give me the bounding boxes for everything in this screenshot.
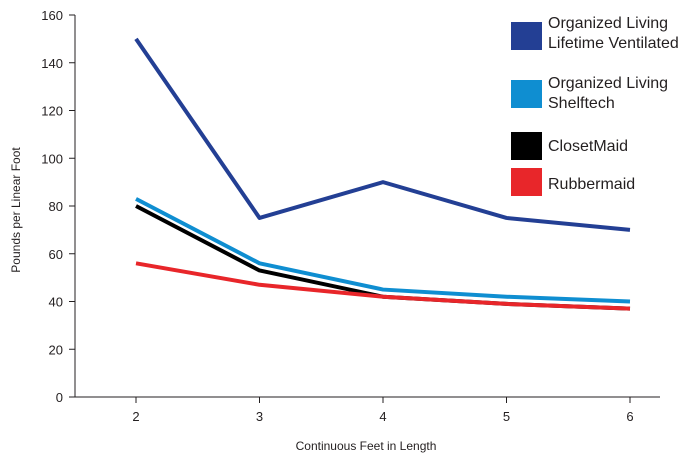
legend-label-rubbermaid: Rubbermaid bbox=[548, 176, 635, 193]
legend-swatch-organized-living-lifetime-ventilated bbox=[511, 22, 542, 50]
chart-axes bbox=[74, 15, 660, 398]
legend-label-organized-living-lifetime-ventilated: Organized Living bbox=[548, 15, 668, 32]
legend-swatch-closetmaid bbox=[511, 132, 542, 160]
x-tick-label: 6 bbox=[626, 409, 633, 424]
y-tick-label: 120 bbox=[41, 104, 63, 119]
y-tick-label: 80 bbox=[49, 199, 63, 214]
legend-label-organized-living-lifetime-ventilated: Lifetime Ventilated bbox=[548, 35, 679, 52]
legend-label-organized-living-shelftech: Organized Living bbox=[548, 75, 668, 92]
legend-swatch-rubbermaid bbox=[511, 168, 542, 196]
legend-label-organized-living-shelftech: Shelftech bbox=[548, 95, 615, 112]
legend-swatch-organized-living-shelftech bbox=[511, 80, 542, 108]
y-tick-label: 160 bbox=[41, 8, 63, 23]
series-line-organized-living-shelftech bbox=[135, 197, 631, 304]
y-tick-label: 40 bbox=[49, 295, 63, 310]
x-tick-label: 3 bbox=[256, 409, 263, 424]
y-tick-label: 100 bbox=[41, 151, 63, 166]
y-tick-label: 140 bbox=[41, 56, 63, 71]
series-line-rubbermaid bbox=[135, 261, 631, 311]
x-tick-label: 5 bbox=[503, 409, 510, 424]
x-axis-title: Continuous Feet in Length bbox=[296, 439, 437, 453]
y-axis-title: Pounds per Linear Foot bbox=[9, 147, 23, 273]
y-tick-label: 0 bbox=[56, 390, 63, 405]
x-tick-label: 2 bbox=[132, 409, 139, 424]
series-line-organized-living-lifetime-ventilated bbox=[134, 37, 631, 232]
series-lines bbox=[134, 37, 631, 311]
x-tick-label: 4 bbox=[379, 409, 386, 424]
legend: Organized Living Lifetime Ventilated Organ… bbox=[511, 15, 679, 196]
legend-label-closetmaid: ClosetMaid bbox=[548, 138, 628, 155]
x-axis-ticks: 2 3 4 5 6 bbox=[132, 397, 634, 424]
y-tick-label: 60 bbox=[49, 247, 63, 262]
y-axis-ticks: 0 20 40 60 80 100 120 140 160 bbox=[41, 8, 75, 405]
y-tick-label: 20 bbox=[49, 342, 63, 357]
